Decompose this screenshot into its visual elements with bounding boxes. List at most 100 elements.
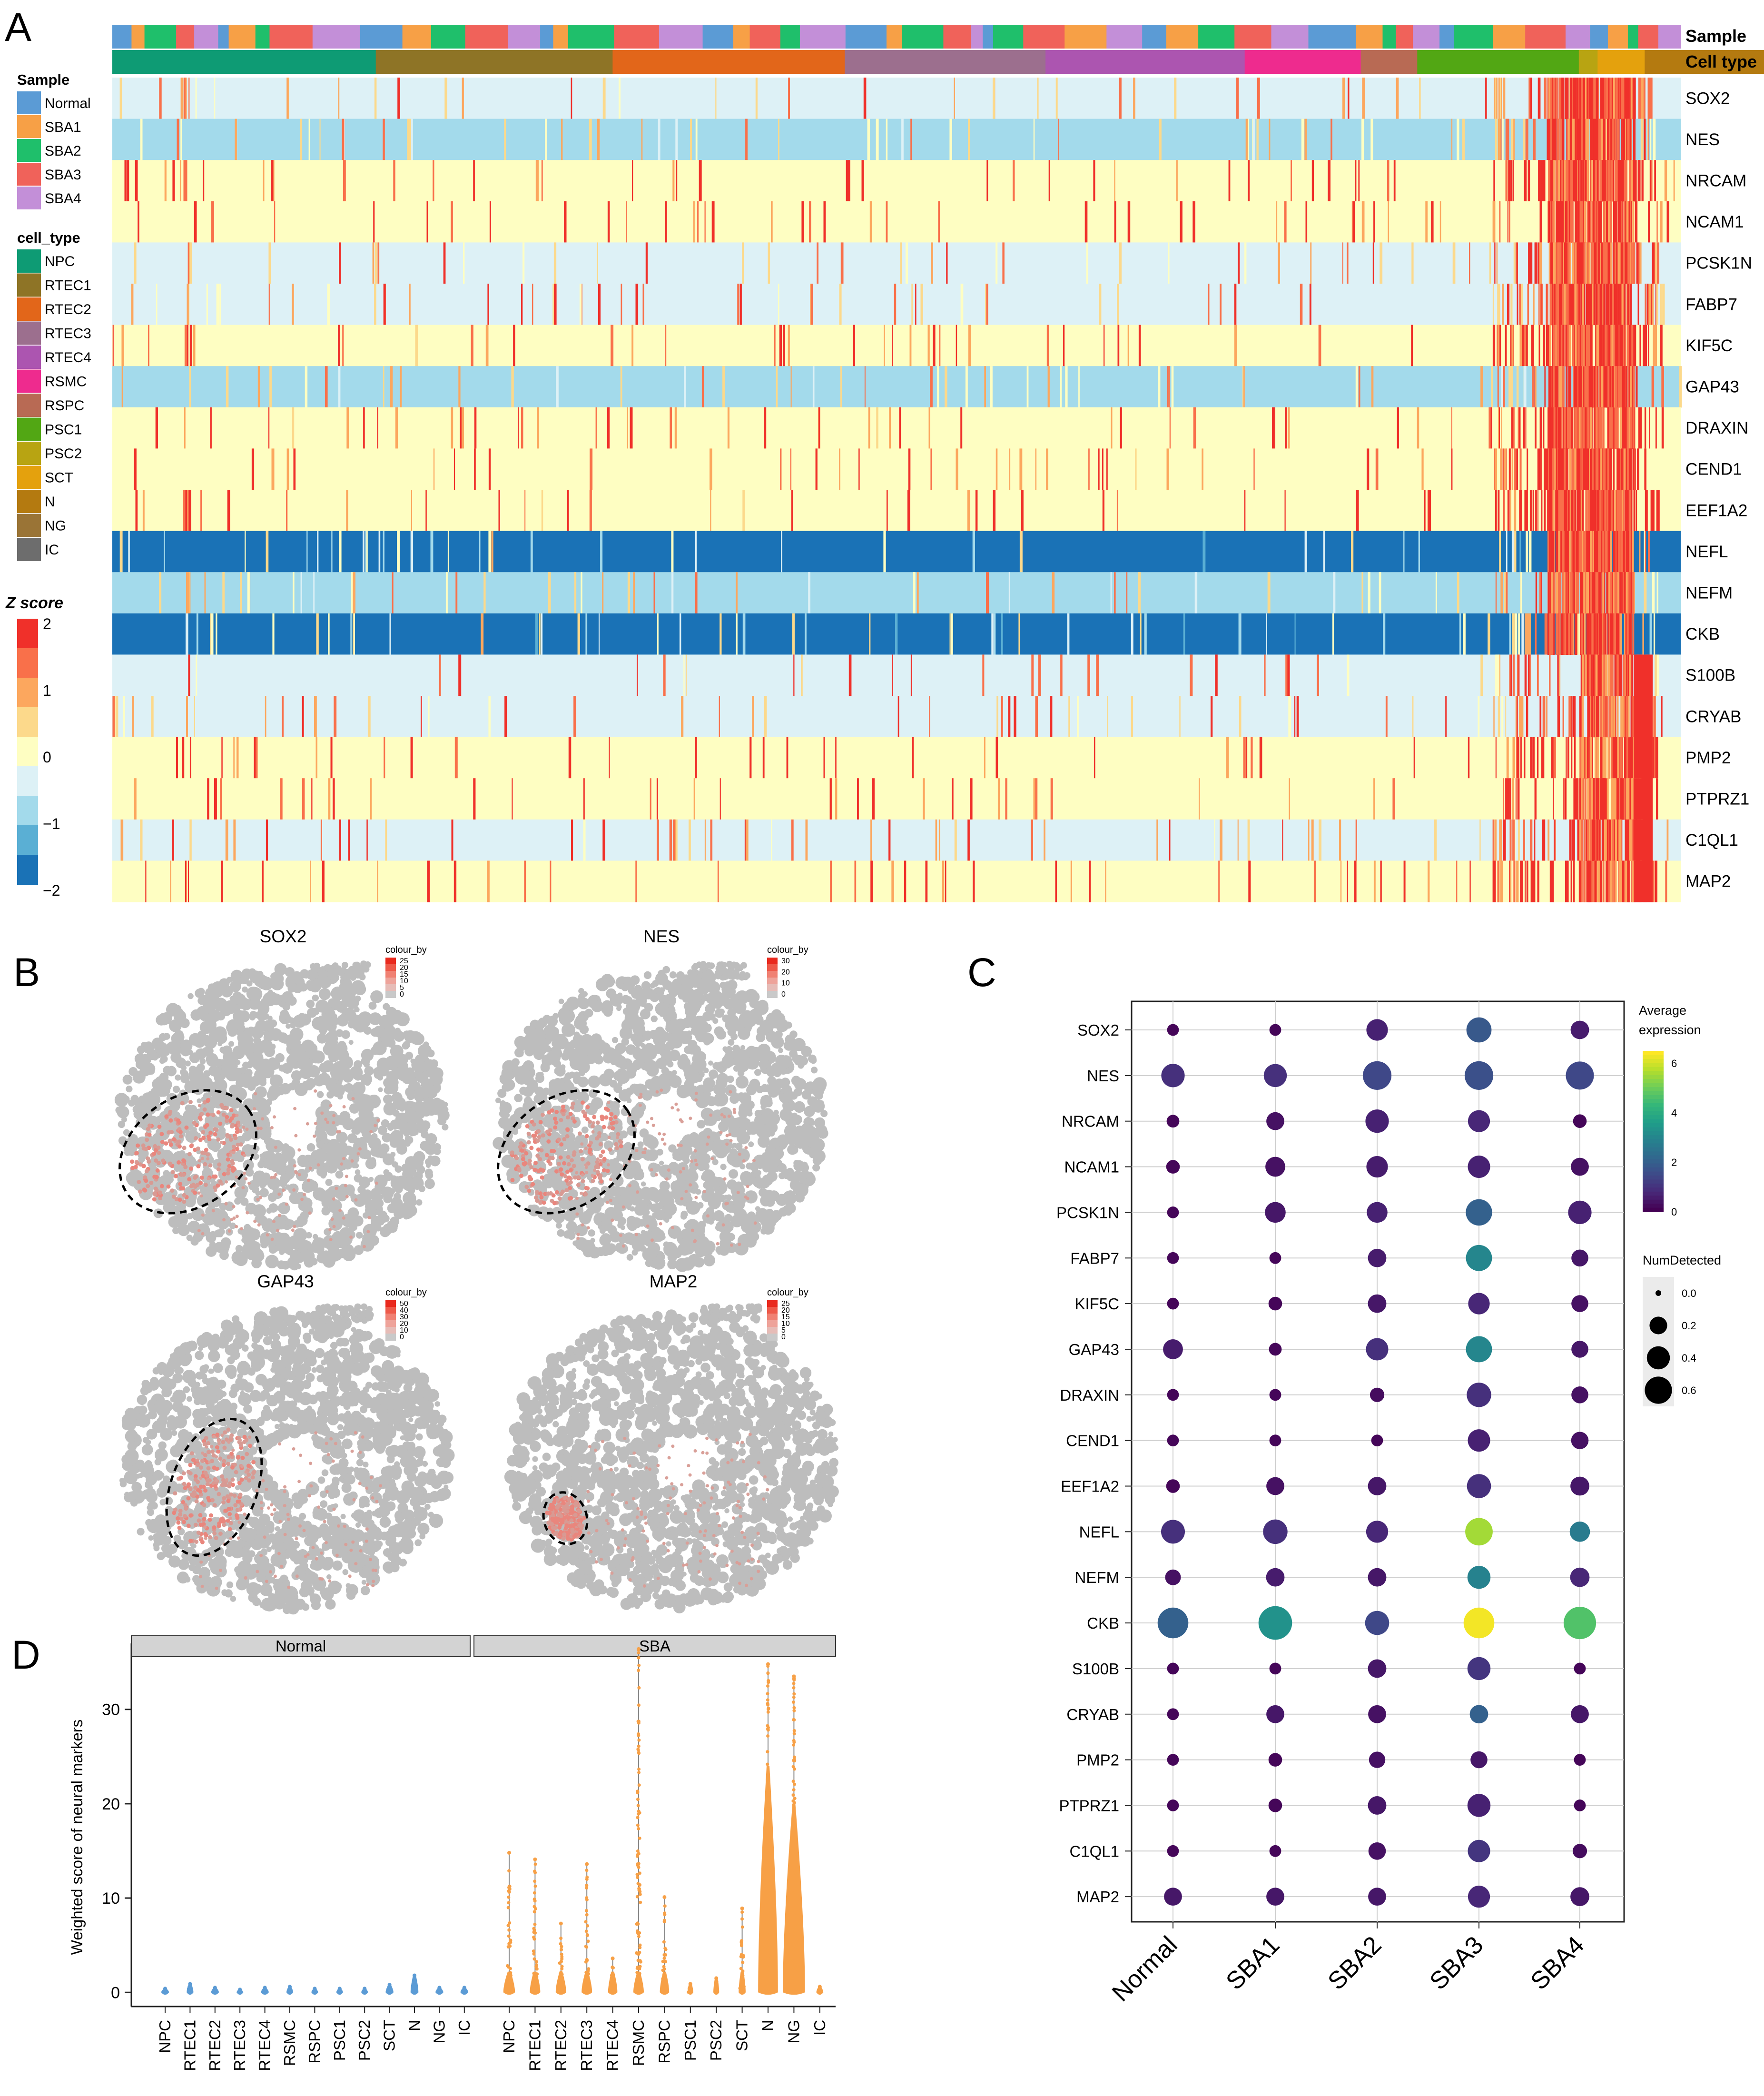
heatmap-hot-cell <box>1587 778 1589 820</box>
heatmap-cell-stripe <box>339 531 342 573</box>
heatmap-cell-stripe <box>1644 407 1646 449</box>
heatmap-hot-cell <box>1552 242 1554 284</box>
heatmap-cell-stripe <box>1510 284 1513 326</box>
heatmap-hot-cell <box>1587 119 1590 160</box>
sample-segment <box>269 25 313 49</box>
sample-segment <box>1106 25 1143 49</box>
heatmap-cell-stripe <box>1127 201 1131 243</box>
heatmap-cell-stripe <box>247 572 250 614</box>
heatmap-cell-stripe <box>869 201 872 243</box>
heatmap-hot-cell <box>1628 448 1631 490</box>
heatmap-cell-stripe <box>949 613 951 655</box>
heatmap-cell-stripe <box>1650 490 1652 532</box>
heatmap-cell-stripe <box>447 531 449 573</box>
heatmap-cell-stripe <box>1358 366 1360 408</box>
tsne-point <box>267 1193 277 1202</box>
heatmap-hot-cell <box>1587 407 1589 449</box>
heatmap-hot-cell <box>1573 448 1575 490</box>
heatmap-cell-stripe <box>1520 572 1522 614</box>
tsne-point <box>197 1223 210 1236</box>
heatmap-cell-stripe <box>1356 490 1359 532</box>
heatmap-hot-cell <box>1618 325 1620 366</box>
heatmap-hot-cell <box>1550 201 1553 243</box>
heatmap-hot-cell <box>1623 242 1625 284</box>
heatmap-hot-cell <box>1612 860 1614 902</box>
heatmap-cell-stripe <box>186 860 187 902</box>
heatmap-cell-stripe <box>1527 490 1528 532</box>
heatmap-hot-cell <box>1548 78 1550 119</box>
heatmap-cell-stripe <box>1035 778 1038 820</box>
panel-b-tsne: B SOX2colour_by2520151050NEScolour_by302… <box>13 927 839 1615</box>
heatmap-cell-stripe <box>159 572 162 614</box>
heatmap-gene-label: NES <box>1685 130 1720 149</box>
heatmap-cell-stripe <box>620 366 622 408</box>
heatmap-cell-stripe <box>1497 284 1499 326</box>
heatmap-cell-stripe <box>511 366 514 408</box>
tsne-point <box>394 1028 401 1034</box>
heatmap-cell-stripe <box>1644 448 1646 490</box>
heatmap-cell-stripe <box>739 284 742 326</box>
heatmap-cell-stripe <box>1489 242 1491 284</box>
sample-segment <box>112 25 132 49</box>
heatmap-cell-stripe <box>1362 78 1365 119</box>
tsne-point <box>414 1091 424 1102</box>
heatmap-cell-stripe <box>385 819 387 861</box>
heatmap-cell-stripe <box>1524 490 1527 532</box>
heatmap-cell-stripe <box>320 819 322 861</box>
heatmap-cell-stripe <box>1511 448 1513 490</box>
heatmap-cell-stripe <box>1021 490 1024 532</box>
heatmap-gene-label: NEFL <box>1685 543 1728 561</box>
heatmap-cell-stripe <box>134 242 137 284</box>
heatmap-hot-cell <box>1568 366 1570 408</box>
heatmap-hot-cell <box>1596 284 1598 326</box>
tsne-point <box>207 1047 214 1055</box>
tsne-point <box>249 1076 261 1087</box>
heatmap-cell-stripe <box>1278 242 1280 284</box>
heatmap-cell-stripe <box>120 819 124 861</box>
heatmap-cell-stripe <box>1653 696 1656 738</box>
heatmap-cell-stripe <box>1001 696 1003 738</box>
heatmap-cell-stripe <box>1070 860 1072 902</box>
heatmap-cell-stripe <box>632 160 633 202</box>
heatmap-cell-stripe <box>488 448 491 490</box>
legend-cell-type-swatch <box>17 346 41 369</box>
tsne-point <box>134 1053 146 1064</box>
tsne-point <box>187 993 194 999</box>
sample-segment <box>1638 25 1659 49</box>
heatmap-cell-stripe <box>1514 531 1516 573</box>
heatmap-cell-stripe <box>524 490 526 532</box>
heatmap-hot-cell <box>1553 201 1555 243</box>
heatmap-hot-cell <box>1614 407 1616 449</box>
heatmap-cell-stripe <box>1169 819 1171 861</box>
heatmap-hot-cell <box>1558 160 1560 202</box>
heatmap-cell-stripe <box>203 160 205 202</box>
heatmap-cell-stripe <box>1138 325 1141 366</box>
heatmap-hot-cell <box>1555 284 1557 326</box>
heatmap-cell-stripe <box>1397 407 1399 449</box>
tsne-panel-title: SOX2 <box>260 927 307 946</box>
tsne-point <box>242 1200 248 1206</box>
heatmap-cell-stripe <box>1096 654 1099 696</box>
tsne-point <box>121 1117 127 1123</box>
heatmap-cell-stripe <box>1519 490 1522 532</box>
heatmap-cell-stripe <box>397 78 400 119</box>
heatmap-cell-stripe <box>1533 490 1534 532</box>
heatmap-hot-cell <box>1610 448 1612 490</box>
heatmap-cell-stripe <box>233 737 235 779</box>
tsne-point <box>357 1014 371 1028</box>
heatmap-hot-cell <box>1582 696 1584 738</box>
heatmap-cell-stripe <box>1636 242 1639 284</box>
heatmap-row <box>112 696 1681 738</box>
heatmap-cell-stripe <box>598 284 601 326</box>
heatmap-cell-stripe <box>185 860 187 902</box>
tsne-point <box>359 1126 367 1134</box>
heatmap-hot-cell <box>1598 366 1601 408</box>
heatmap-cell-stripe <box>907 490 910 532</box>
heatmap-cell-stripe <box>1654 325 1657 366</box>
heatmap-cell-stripe <box>425 490 427 532</box>
heatmap-cell-stripe <box>1555 819 1556 861</box>
heatmap-hot-cell <box>1609 366 1611 408</box>
heatmap-hot-cell <box>1551 119 1554 160</box>
heatmap-hot-cell <box>1573 284 1576 326</box>
tsne-point <box>388 1077 399 1088</box>
